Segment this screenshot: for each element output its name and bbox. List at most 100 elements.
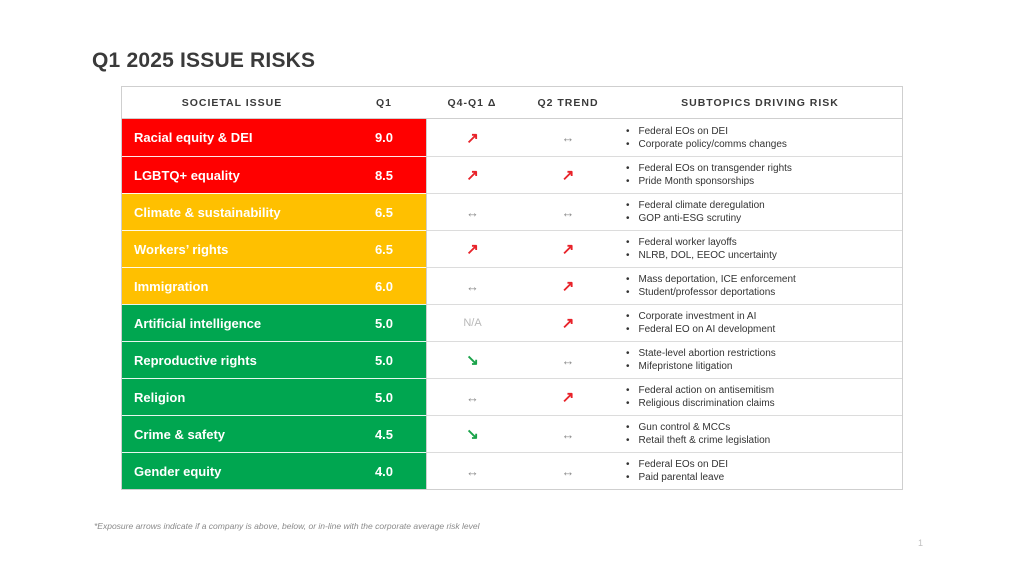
subtopics-list: Federal EOs on DEIPaid parental leave	[626, 458, 728, 484]
subtopic-item: Federal EO on AI development	[626, 323, 776, 336]
issue-name: Gender equity	[122, 452, 342, 489]
trend-cell: ↗	[518, 156, 618, 193]
subtopic-item: Student/professor deportations	[626, 286, 796, 299]
delta-cell: ↔	[426, 452, 518, 489]
arrow-down-icon: ↘	[466, 352, 479, 369]
trend-cell: ↔	[518, 341, 618, 378]
delta-cell: ↘	[426, 415, 518, 452]
arrow-flat-icon: ↔	[466, 204, 479, 220]
trend-cell: ↔	[518, 193, 618, 230]
header-q1: Q1	[375, 96, 392, 109]
table-header-row: SOCIETAL ISSUE Q1 Q4-Q1 Δ Q2 TREND SUBTO…	[122, 87, 902, 119]
subtopics-cell: Federal EOs on transgender rightsPride M…	[618, 156, 902, 193]
subtopic-item: Federal EOs on DEI	[626, 458, 728, 471]
subtopics-list: Mass deportation, ICE enforcementStudent…	[626, 273, 796, 299]
issue-name: Climate & sustainability	[122, 193, 342, 230]
subtopics-cell: State-level abortion restrictionsMifepri…	[618, 341, 902, 378]
subtopics-cell: Federal climate deregulationGOP anti-ESG…	[618, 193, 902, 230]
trend-cell: ↗	[518, 378, 618, 415]
subtopic-item: NLRB, DOL, EEOC uncertainty	[626, 249, 777, 262]
q1-score: 6.5	[342, 193, 426, 230]
arrow-up-icon: ↗	[561, 315, 575, 332]
subtopics-list: Corporate investment in AIFederal EO on …	[626, 310, 776, 336]
arrow-up-icon: ↗	[561, 389, 575, 406]
header-subtopics: SUBTOPICS DRIVING RISK	[681, 96, 839, 109]
arrow-up-icon: ↗	[561, 278, 575, 295]
q1-score: 4.0	[342, 452, 426, 489]
trend-cell: ↔	[518, 119, 618, 156]
issue-name: Artificial intelligence	[122, 304, 342, 341]
arrow-flat-icon: ↔	[466, 463, 479, 479]
subtopic-item: Gun control & MCCs	[626, 421, 770, 434]
subtopics-list: Federal action on antisemitismReligious …	[626, 384, 775, 410]
subtopics-cell: Gun control & MCCsRetail theft & crime l…	[618, 415, 902, 452]
arrow-flat-icon: ↔	[466, 389, 479, 405]
subtopic-item: Federal worker layoffs	[626, 236, 777, 249]
trend-cell: ↔	[518, 415, 618, 452]
trend-cell: ↗	[518, 304, 618, 341]
issue-name: Workers’ rights	[122, 230, 342, 267]
delta-cell: ↔	[426, 378, 518, 415]
arrow-flat-icon: ↔	[561, 352, 575, 368]
subtopics-cell: Federal EOs on DEICorporate policy/comms…	[618, 119, 902, 156]
arrow-up-icon: ↗	[561, 167, 575, 184]
q1-score: 5.0	[342, 341, 426, 378]
subtopic-item: GOP anti-ESG scrutiny	[626, 212, 765, 225]
arrow-flat-icon: ↔	[561, 426, 575, 442]
subtopic-item: Mass deportation, ICE enforcement	[626, 273, 796, 286]
issue-name: Religion	[122, 378, 342, 415]
q1-score: 6.5	[342, 230, 426, 267]
delta-cell: ↘	[426, 341, 518, 378]
delta-cell: ↔	[426, 267, 518, 304]
subtopic-item: Federal EOs on transgender rights	[626, 162, 792, 175]
arrow-up-icon: ↗	[466, 241, 479, 258]
subtopic-item: Federal climate deregulation	[626, 199, 765, 212]
subtopics-cell: Federal worker layoffsNLRB, DOL, EEOC un…	[618, 230, 902, 267]
header-societal-issue: SOCIETAL ISSUE	[181, 96, 283, 109]
arrow-up-icon: ↗	[466, 129, 479, 147]
subtopics-cell: Federal action on antisemitismReligious …	[618, 378, 902, 415]
subtopic-item: Paid parental leave	[626, 471, 728, 484]
arrow-up-icon: ↗	[466, 167, 479, 184]
trend-cell: ↔	[518, 452, 618, 489]
trend-cell: ↗	[518, 267, 618, 304]
q1-score: 8.5	[342, 156, 426, 193]
arrow-flat-icon: ↔	[561, 463, 575, 479]
page-number: 1	[918, 538, 924, 548]
trend-cell: ↗	[518, 230, 618, 267]
issue-risk-table: SOCIETAL ISSUE Q1 Q4-Q1 Δ Q2 TREND SUBTO…	[121, 86, 903, 490]
delta-cell: ↗	[426, 119, 518, 156]
subtopic-item: Pride Month sponsorships	[626, 175, 792, 188]
footnote: *Exposure arrows indicate if a company i…	[94, 521, 480, 531]
header-q2-trend: Q2 TREND	[537, 96, 599, 109]
issue-name: Immigration	[122, 267, 342, 304]
arrow-flat-icon: ↔	[561, 204, 575, 220]
subtopics-list: State-level abortion restrictionsMifepri…	[626, 347, 776, 373]
issue-name: Racial equity & DEI	[122, 119, 342, 156]
q1-score: 5.0	[342, 304, 426, 341]
subtopic-item: Federal action on antisemitism	[626, 384, 775, 397]
subtopic-item: Corporate policy/comms changes	[626, 138, 787, 151]
delta-cell: N/A	[426, 304, 518, 341]
subtopics-cell: Corporate investment in AIFederal EO on …	[618, 304, 902, 341]
subtopics-cell: Mass deportation, ICE enforcementStudent…	[618, 267, 902, 304]
subtopic-item: Retail theft & crime legislation	[626, 434, 771, 447]
subtopic-item: Federal EOs on DEI	[626, 125, 787, 138]
subtopics-cell: Federal EOs on DEIPaid parental leave	[618, 452, 902, 489]
delta-na-text: N/A	[463, 317, 482, 329]
arrow-flat-icon: ↔	[561, 130, 575, 145]
q1-score: 4.5	[342, 415, 426, 452]
subtopics-list: Federal EOs on DEICorporate policy/comms…	[626, 125, 787, 151]
issue-name: LGBTQ+ equality	[122, 156, 342, 193]
